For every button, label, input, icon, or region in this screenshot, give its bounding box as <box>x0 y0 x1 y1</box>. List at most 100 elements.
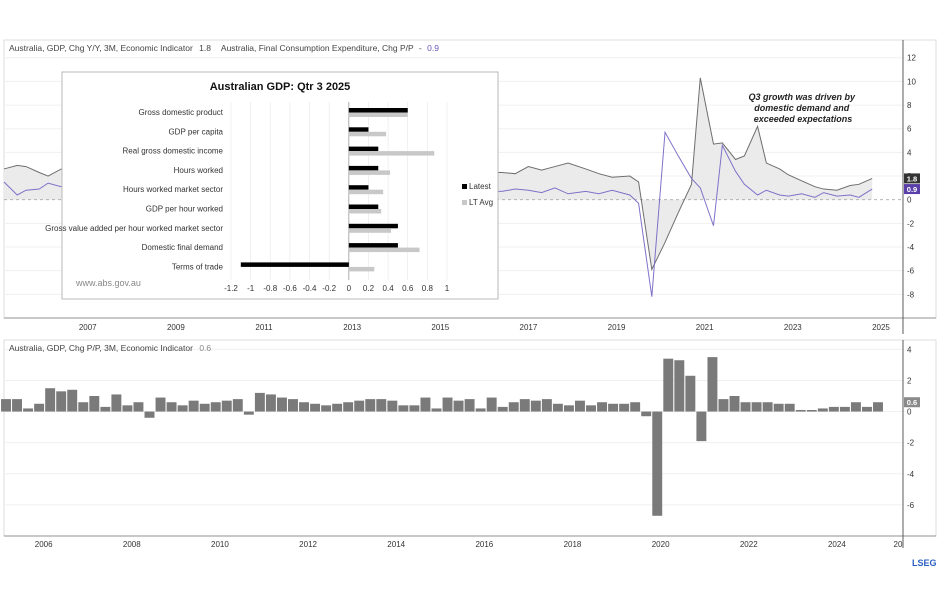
legend-consumption-label: Australia, Final Consumption Expenditure… <box>221 43 414 53</box>
inset-x-tick-label: 0.4 <box>383 284 395 293</box>
gdp-qoq-bar <box>310 403 321 412</box>
gdp-qoq-bar <box>111 394 122 412</box>
bottom-x-tick-label: 2020 <box>652 540 670 549</box>
top-y-tick-label: -2 <box>907 219 915 228</box>
gdp-qoq-bar <box>276 397 287 412</box>
gdp-qoq-bar <box>299 402 309 412</box>
inset-lt-avg-bar <box>348 247 420 253</box>
top-y-tick-label: -4 <box>907 243 915 252</box>
inset-category-label: GDP per hour worked <box>146 205 223 214</box>
inset-latest-bar <box>348 165 379 171</box>
gdp-qoq-bar <box>586 405 596 412</box>
consumption-last-value-bg <box>904 184 920 195</box>
top-x-tick-label: 2023 <box>784 323 802 332</box>
inset-category-label: GDP per capita <box>168 127 223 136</box>
bottom-y-tick-label: -4 <box>907 470 915 479</box>
gdp-qoq-bar <box>199 403 210 412</box>
inset-category-labels: Gross domestic product GDP per capita Real… <box>45 108 224 271</box>
bottom-last-value-badge: 0.6 <box>904 397 920 408</box>
gdp-qoq-bar <box>475 408 486 412</box>
gdp-qoq-bar <box>541 399 552 412</box>
top-y-axis-ticks: 121086420-2-4-6-8 <box>907 54 916 300</box>
gdp-qoq-bar <box>354 400 365 412</box>
gdp-qoq-bar <box>56 391 67 412</box>
gdp-qoq-bar <box>265 394 276 412</box>
bottom-gridlines <box>4 348 903 506</box>
gdp-qoq-bar <box>619 403 630 412</box>
gdp-qoq-bar <box>762 402 773 412</box>
bottom-x-tick-label: 2008 <box>123 540 141 549</box>
brand-mark: LSEG <box>912 558 937 568</box>
bottom-x-axis-ticks: 2006 2008 2010 2012 2014 2016 2018 2020 2022 2024… <box>35 540 903 549</box>
bottom-x-tick-label: 2016 <box>475 540 493 549</box>
inset-category-label: Hours worked <box>174 166 223 175</box>
legend-consumption-marker: - <box>419 43 422 53</box>
bottom-x-tick-label: 2012 <box>299 540 317 549</box>
gdp-qoq-bar <box>806 410 817 412</box>
gdp-qoq-bar <box>563 405 574 412</box>
inset-lt-avg-bar <box>348 266 375 272</box>
gdp-qoq-bar <box>221 400 232 412</box>
gdp-qoq-bar <box>873 402 883 412</box>
gdp-yoy-last-value-bg <box>904 173 920 184</box>
gdp-qoq-bar <box>773 403 784 412</box>
top-x-tick-label: 2015 <box>431 323 449 332</box>
gdp-qoq-bar <box>696 411 707 442</box>
gdp-yoy-last-value-text: 1.8 <box>907 174 917 183</box>
gdp-qoq-bar <box>166 402 177 412</box>
gdp-qoq-bar <box>100 406 111 412</box>
top-y-tick-label: 12 <box>907 54 916 63</box>
legend-gdp-qoq-value: 0.6 <box>199 343 211 353</box>
gdp-qoq-bar <box>663 358 674 412</box>
inset-x-tick-label: -0.6 <box>283 284 297 293</box>
legend-latest-swatch <box>462 184 467 189</box>
top-x-axis-ticks: 2007 2009 2011 2013 2015 2017 2019 2021 2023 2025 <box>79 323 891 332</box>
consumption-last-value-text: 0.9 <box>907 185 917 194</box>
gdp-qoq-bar <box>674 360 685 412</box>
gdp-qoq-bar <box>254 392 265 412</box>
inset-latest-bar <box>348 146 379 152</box>
gdp-qoq-bar <box>795 410 806 412</box>
bottom-legend: Australia, GDP, Chg P/P, 3M, Economic In… <box>9 343 211 353</box>
inset-chart: Australian GDP: Qtr 3 2025 Gross domesti… <box>45 71 499 300</box>
gdp-qoq-bar <box>828 406 839 412</box>
inset-x-tick-label: -1 <box>247 284 255 293</box>
gdp-qoq-bar <box>343 402 354 412</box>
top-y-tick-label: 10 <box>907 77 916 86</box>
legend-lt-label: LT Avg <box>469 198 493 207</box>
gdp-qoq-bar <box>12 399 23 412</box>
legend-consumption-value: 0.9 <box>427 43 439 53</box>
inset-x-tick-label: -0.8 <box>263 284 277 293</box>
inset-frame <box>61 71 499 300</box>
gdp-qoq-bar <box>652 411 663 516</box>
gdp-qoq-bar <box>89 396 100 412</box>
legend-latest-label: Latest <box>469 182 492 191</box>
inset-latest-bar <box>348 243 398 248</box>
inset-x-tick-label: 0.6 <box>402 284 414 293</box>
inset-latest-bar <box>348 108 408 113</box>
inset-lt-avg-bar <box>348 228 392 233</box>
top-x-tick-label: 2017 <box>520 323 538 332</box>
top-last-value-badges: 1.80.9 <box>904 173 920 195</box>
top-series-lines <box>3 77 873 297</box>
gdp-qoq-bar <box>133 402 144 412</box>
inset-x-tick-label: 1 <box>445 284 450 293</box>
inset-latest-bar <box>348 223 398 229</box>
gdp-qoq-bar <box>376 399 387 412</box>
gdp-qoq-bar <box>155 397 166 412</box>
gdp-qoq-bar <box>861 406 872 412</box>
gdp-qoq-bar <box>442 397 453 412</box>
inset-lt-avg-bar <box>348 209 382 214</box>
top-x-tick-label: 2021 <box>696 323 714 332</box>
top-x-tick-label: 2025 <box>872 323 890 332</box>
inset-legend: Latest LT Avg <box>462 182 493 207</box>
gdp-qoq-bar <box>23 408 34 412</box>
gdp-qoq-bar <box>144 411 155 418</box>
bottom-x-tick-label: 2018 <box>564 540 582 549</box>
top-x-tick-label: 2019 <box>608 323 626 332</box>
gdp-qoq-bar <box>597 402 608 412</box>
bottom-bars <box>1 357 883 516</box>
top-x-tick-label: 2013 <box>343 323 361 332</box>
legend-gdp-qoq-label: Australia, GDP, Chg P/P, 3M, Economic In… <box>9 343 193 353</box>
